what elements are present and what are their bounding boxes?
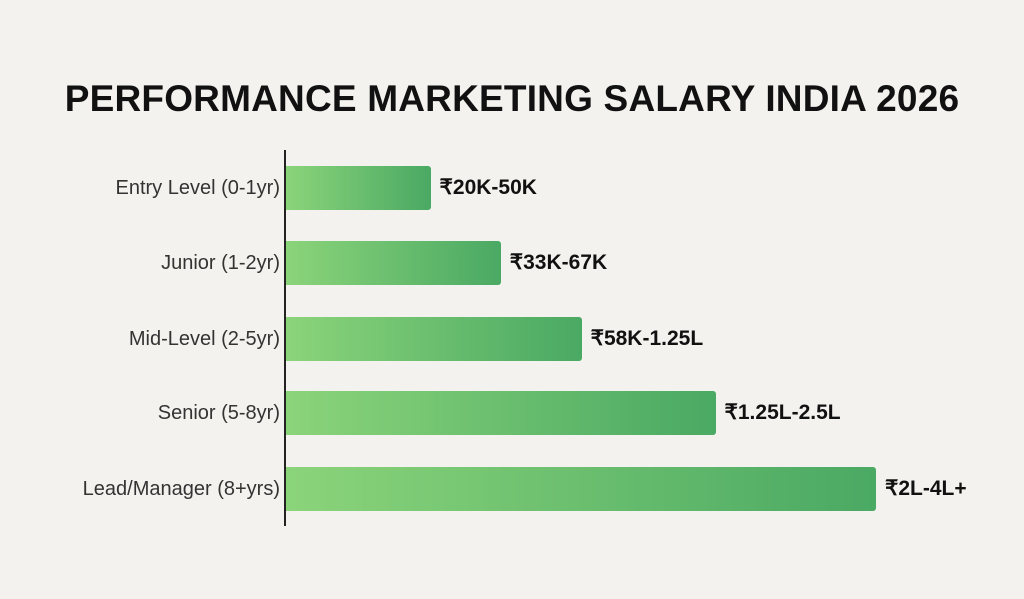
data-label: ₹58K-1.25L [590, 327, 704, 350]
bar-row: Junior (1-2yr) ₹33K-67K [0, 241, 1024, 285]
category-label: Junior (1-2yr) [161, 252, 280, 274]
bar [286, 391, 716, 435]
y-axis-line [284, 150, 286, 526]
data-label: ₹1.25L-2.5L [724, 401, 841, 424]
data-label: ₹20K-50K [439, 176, 537, 199]
bar [286, 317, 582, 361]
category-label: Mid-Level (2-5yr) [128, 328, 280, 350]
chart-title: PERFORMANCE MARKETING SALARY INDIA 2026 [64, 78, 960, 119]
bar [286, 241, 501, 285]
category-label: Senior (5-8yr) [157, 402, 280, 424]
bar-row: Entry Level (0-1yr) ₹20K-50K [0, 166, 1024, 210]
bar-row: Lead/Manager (8+yrs) ₹2L-4L+ [0, 467, 1024, 511]
bar [286, 467, 876, 511]
bar-row: Mid-Level (2-5yr) ₹58K-1.25L [0, 317, 1024, 361]
bar [286, 166, 431, 210]
category-label: Entry Level (0-1yr) [115, 177, 281, 199]
bar-row: Senior (5-8yr) ₹1.25L-2.5L [0, 391, 1024, 435]
data-label: ₹2L-4L+ [885, 477, 967, 500]
data-label: ₹33K-67K [509, 251, 608, 274]
category-label: Lead/Manager (8+yrs) [82, 478, 280, 500]
